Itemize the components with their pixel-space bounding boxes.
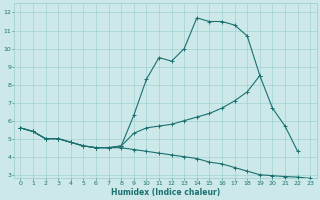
X-axis label: Humidex (Indice chaleur): Humidex (Indice chaleur) <box>111 188 220 197</box>
